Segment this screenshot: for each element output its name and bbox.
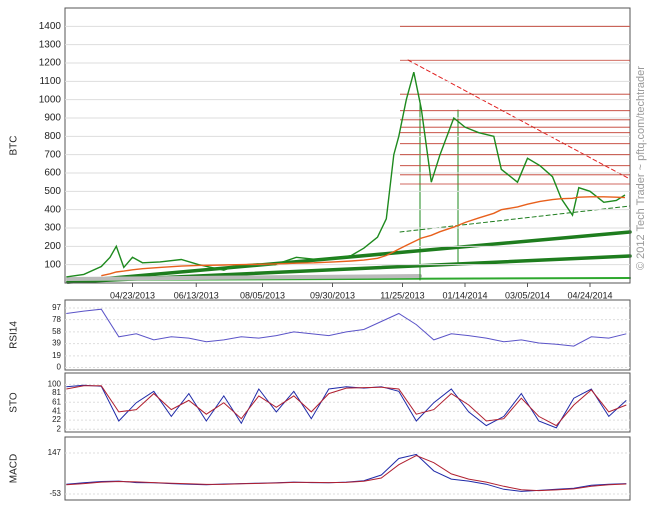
y-tick-label: 600 (44, 168, 61, 179)
trend-line (407, 59, 629, 179)
y-tick-label: 19 (52, 351, 61, 360)
y-tick-label: 81 (52, 388, 61, 397)
y-tick-label: 1000 (39, 94, 62, 105)
x-tick-label: 04/24/2014 (567, 290, 612, 300)
series-line (66, 384, 627, 429)
series-line (66, 308, 627, 347)
y-tick-label: 900 (44, 113, 61, 124)
series-line (66, 385, 627, 427)
y-axis-label: BTC (9, 136, 20, 156)
x-tick-label: 04/23/2013 (110, 290, 155, 300)
y-tick-label: 97 (52, 303, 61, 312)
y-tick-label: 61 (52, 397, 61, 406)
plot-frame (64, 436, 631, 501)
series-line (101, 196, 626, 277)
trend-line (66, 230, 632, 284)
y-tick-label: 147 (48, 448, 62, 457)
y-tick-label: 1400 (39, 21, 62, 32)
y-tick-label: 1200 (39, 58, 62, 69)
series-line (66, 453, 627, 492)
x-tick-label: 11/25/2013 (380, 290, 424, 300)
x-tick-label: 01/14/2014 (442, 290, 487, 300)
y-tick-label: 39 (52, 339, 61, 348)
x-tick-label: 06/13/2013 (174, 290, 219, 300)
y-tick-label: 700 (44, 149, 61, 160)
y-axis-label: STO (9, 392, 20, 413)
y-tick-label: 200 (44, 241, 61, 252)
x-tick-label: 03/05/2014 (505, 290, 550, 300)
y-axis-label: RSI14 (9, 321, 20, 349)
trend-lines (66, 59, 632, 284)
y-tick-label: 41 (52, 407, 61, 416)
y-tick-label: 1300 (39, 39, 62, 50)
y-tick-label: 100 (48, 380, 62, 389)
trend-line (66, 274, 422, 281)
y-tick-label: 800 (44, 131, 61, 142)
y-tick-label: 78 (52, 315, 61, 324)
series-line (66, 454, 627, 492)
plot-frame (64, 299, 631, 371)
x-tick-label: 09/30/2013 (310, 290, 355, 300)
y-tick-label: 400 (44, 204, 61, 215)
y-tick-label: 100 (44, 259, 61, 270)
series-line (66, 72, 626, 278)
y-tick-label: 0 (57, 363, 62, 372)
plot-frame (64, 7, 631, 284)
y-tick-label: 500 (44, 186, 61, 197)
watermark: © 2012 Tech Trader ~ pftq.com/techtrader (635, 66, 647, 270)
y-axis-label: MACD (9, 454, 20, 483)
y-tick-label: -53 (49, 489, 61, 498)
y-tick-label: 1100 (39, 76, 61, 87)
y-tick-label: 58 (52, 327, 61, 336)
x-tick-label: 08/05/2013 (240, 290, 285, 300)
y-tick-label: 2 (57, 424, 62, 433)
y-tick-label: 22 (52, 415, 61, 424)
y-tick-label: 300 (44, 223, 61, 234)
